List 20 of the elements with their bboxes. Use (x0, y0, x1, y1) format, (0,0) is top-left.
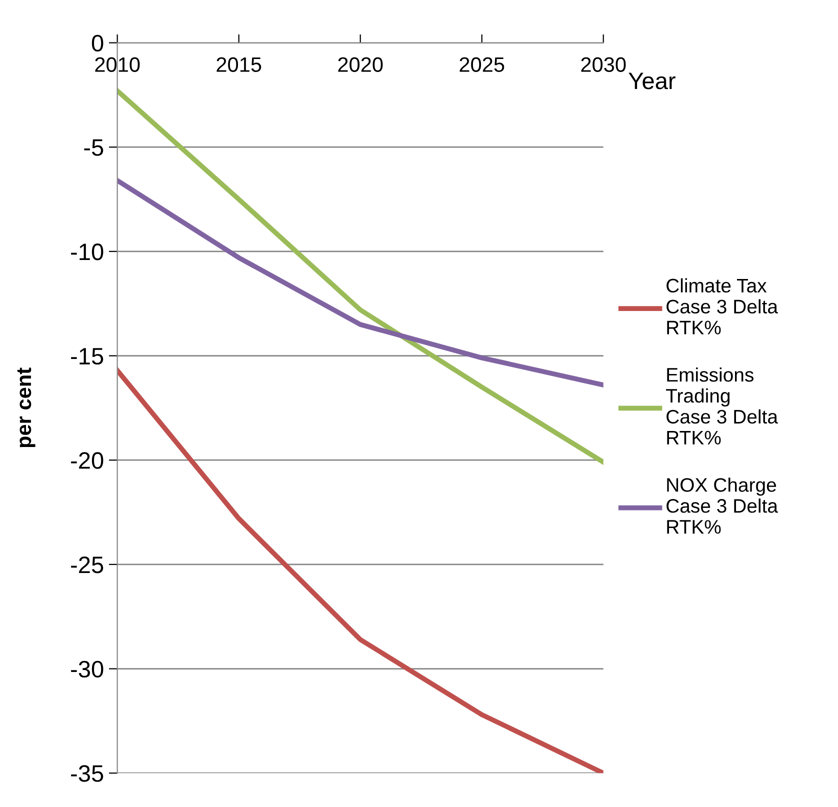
y-tick-label: -20 (71, 452, 104, 469)
y-tick-label: -25 (71, 556, 104, 574)
y-tick-label: -30 (71, 660, 104, 678)
y-tick-label: 0 (92, 34, 104, 52)
y-tick-label: -10 (71, 244, 104, 260)
y-tick-label: -35 (71, 765, 104, 782)
x-axis-title: Year (628, 72, 676, 90)
x-tick-label: 2015 (216, 57, 262, 72)
x-tick-label: 2010 (95, 57, 140, 72)
line-series (117, 88, 604, 465)
x-tick-label: 2025 (460, 57, 504, 72)
legend-label: NOX Charge Case 3 Delta RTK% (666, 478, 778, 534)
line-series (117, 178, 604, 388)
x-tick-label: 2030 (581, 57, 626, 72)
y-tick-label: -15 (71, 348, 104, 365)
y-axis-title: per cent (17, 368, 36, 448)
y-tick-label: -5 (84, 139, 104, 156)
x-tick-label: 2020 (338, 57, 383, 72)
legend-label: Emissions Trading Case 3 Delta RTK% (666, 367, 778, 444)
legend-label: Climate Tax Case 3 Delta RTK% (666, 278, 778, 334)
